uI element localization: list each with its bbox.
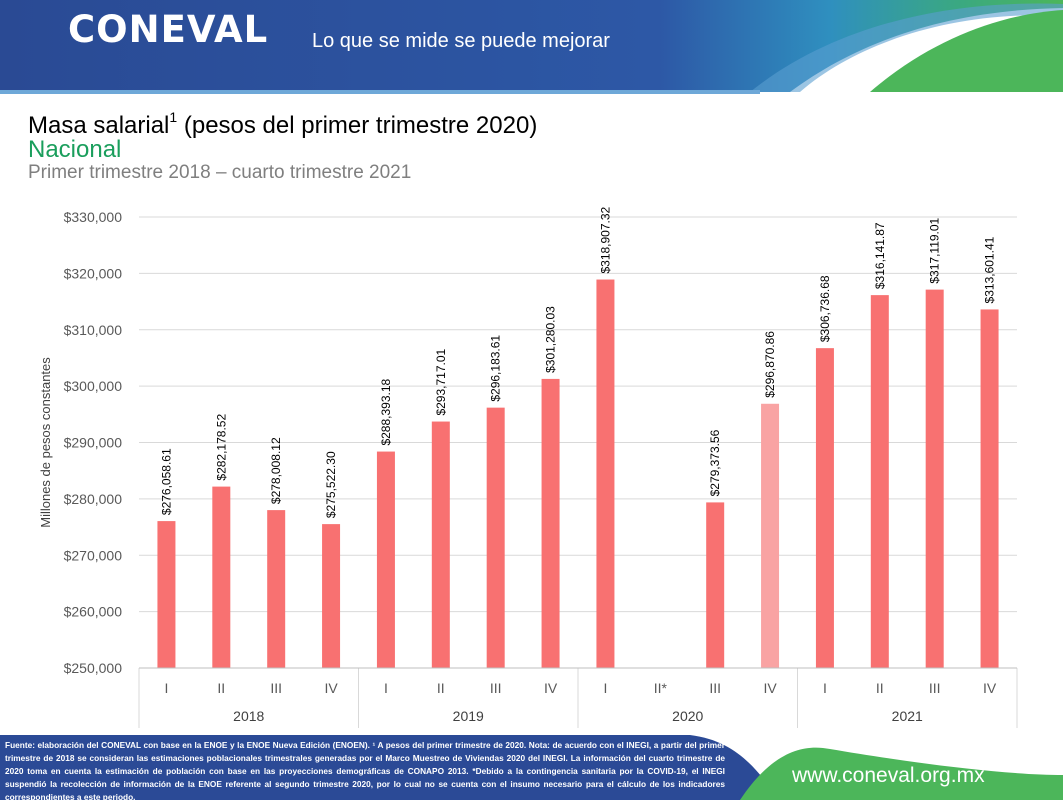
header-light-swoosh: [750, 3, 1063, 92]
footer-blue-band: [0, 735, 780, 800]
data-label: $306,736.68: [818, 275, 832, 342]
footer-banner: [0, 735, 1063, 800]
website-link[interactable]: www.coneval.org.mx: [792, 764, 985, 787]
data-label: $313,601.41: [983, 236, 997, 303]
bar: [376, 451, 395, 668]
bar: [322, 524, 341, 668]
bar: [267, 510, 286, 668]
quarter-label: I: [603, 680, 607, 696]
data-label: $279,373.56: [708, 429, 722, 496]
bar: [925, 289, 944, 668]
data-label: $278,008.12: [269, 437, 283, 504]
chart-title-main: Masa salarial: [28, 112, 170, 139]
bar: [431, 421, 450, 668]
data-label: $318,907.32: [598, 206, 612, 273]
data-label: $296,183.61: [489, 335, 503, 402]
quarter-label: I: [164, 680, 168, 696]
quarter-label: II: [876, 680, 884, 696]
chart-period: Primer trimestre 2018 – cuarto trimestre…: [28, 162, 412, 183]
year-label: 2018: [233, 708, 264, 724]
quarter-label: II: [217, 680, 225, 696]
header-tagline: Lo que se mide se puede mejorar: [312, 30, 610, 52]
data-label: $288,393.18: [379, 378, 393, 445]
data-label: $282,178.52: [214, 414, 228, 481]
footer-green-band: [740, 747, 1063, 800]
data-label: $316,141.87: [873, 222, 887, 289]
y-tick-label: $260,000: [64, 604, 123, 620]
quarter-label: III: [709, 680, 721, 696]
bar: [980, 309, 999, 668]
quarter-label: III: [929, 680, 941, 696]
quarter-label: IV: [983, 680, 997, 696]
quarter-label: IV: [544, 680, 558, 696]
bar: [541, 378, 560, 668]
chart-title: Masa salarial1 (pesos del primer trimest…: [28, 109, 538, 140]
bar: [761, 403, 780, 668]
header-banner: [0, 0, 1063, 94]
quarter-label: I: [823, 680, 827, 696]
quarter-label: II*: [654, 680, 668, 696]
y-axis-label: Millones de pesos constantes: [38, 357, 53, 528]
year-label: 2020: [672, 708, 703, 724]
data-label: $275,522.30: [324, 451, 338, 518]
chart-title-rest: (pesos del primer trimestre 2020): [177, 112, 538, 139]
chart-title-footnote-mark: 1: [169, 109, 178, 125]
bar: [870, 295, 889, 668]
quarter-label: IV: [763, 680, 777, 696]
y-tick-label: $290,000: [64, 435, 123, 451]
y-tick-label: $320,000: [64, 265, 123, 281]
bar: [157, 521, 176, 668]
quarter-label: I: [384, 680, 388, 696]
quarter-label: II: [437, 680, 445, 696]
bar: [706, 502, 725, 668]
header-green-swoosh: [870, 10, 1063, 92]
footnote-source: Fuente: elaboración del CONEVAL con base…: [5, 740, 725, 802]
quarter-label: III: [270, 680, 282, 696]
header-underline: [0, 90, 760, 94]
y-tick-label: $330,000: [64, 209, 123, 225]
bar: [596, 279, 615, 668]
year-label: 2019: [453, 708, 484, 724]
quarter-label: IV: [324, 680, 338, 696]
bar: [212, 486, 231, 668]
chart-subtitle: Nacional: [28, 136, 122, 163]
data-label: $293,717.01: [434, 348, 448, 415]
y-tick-label: $270,000: [64, 547, 123, 563]
year-label: 2021: [892, 708, 923, 724]
bar: [815, 348, 834, 668]
y-tick-label: $310,000: [64, 322, 123, 338]
data-label: $317,119.01: [928, 217, 942, 283]
data-label: $276,058.61: [159, 448, 173, 515]
bar-chart: $250,000 $260,000 $270,000 $280,000 $290,000…: [38, 206, 1018, 728]
coneval-logo: CONEVAL: [68, 8, 269, 51]
data-label: $301,280.03: [544, 306, 558, 373]
y-tick-label: $280,000: [64, 491, 123, 507]
quarter-label: III: [490, 680, 502, 696]
bar: [486, 407, 505, 668]
y-tick-label: $300,000: [64, 378, 123, 394]
data-label: $296,870.86: [763, 331, 777, 398]
y-tick-label: $250,000: [64, 660, 123, 676]
